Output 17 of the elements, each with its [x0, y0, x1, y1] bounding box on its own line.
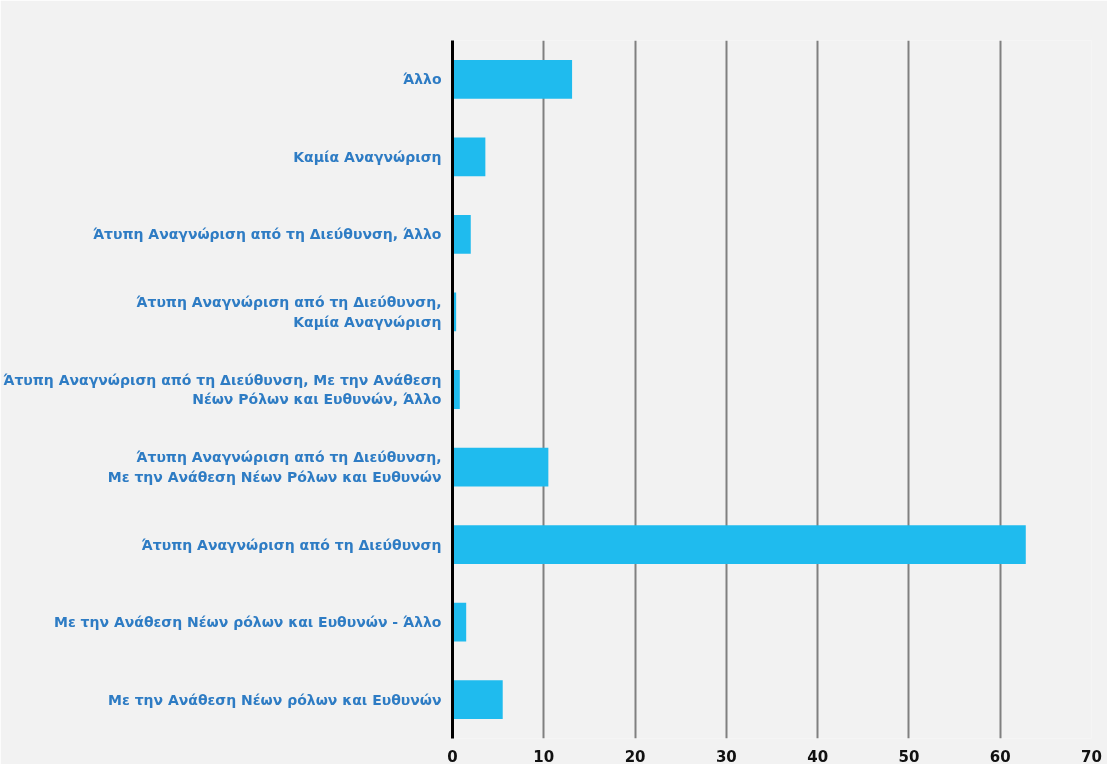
x-tick-label: 0 [447, 747, 458, 764]
x-tick-label: 20 [624, 747, 646, 764]
y-tick-label: Άτυπη Αναγνώριση από τη Διεύθυνση, Καμία Αναγνώριση [136, 294, 442, 330]
y-tick-label: Άτυπη Αναγνώριση από τη Διεύθυνση [141, 536, 442, 553]
x-tick-label: 30 [715, 747, 737, 764]
y-tick-label: Άτυπη Αναγνώριση από τη Διεύθυνση, Άλλο [92, 226, 442, 243]
y-tick-label: Άτυπη Αναγνώριση από τη Διεύθυνση, Με την Ανάθεση Νέων Ρόλων και Ευθυνών, Άλλο [3, 371, 442, 408]
y-tick-label: Άτυπη Αναγνώριση από τη Διεύθυνση, Με την Ανάθεση Νέων Ρόλων και Ευθυνών [107, 449, 442, 485]
y-tick-label: Άλλο [403, 71, 442, 88]
x-tick-label: 40 [807, 747, 829, 764]
y-tick-label: Με την Ανάθεση Νέων ρόλων και Ευθυνών [108, 691, 442, 708]
x-tick-label: 10 [533, 747, 555, 764]
x-tick-label: 50 [898, 747, 920, 764]
y-tick-label: Με την Ανάθεση Νέων ρόλων και Ευθυνών - Άλλο [54, 614, 442, 631]
x-tick-label: 70 [1081, 747, 1102, 764]
x-tick-label: 60 [989, 747, 1011, 764]
y-tick-label: Καμία Αναγνώριση [293, 148, 442, 165]
